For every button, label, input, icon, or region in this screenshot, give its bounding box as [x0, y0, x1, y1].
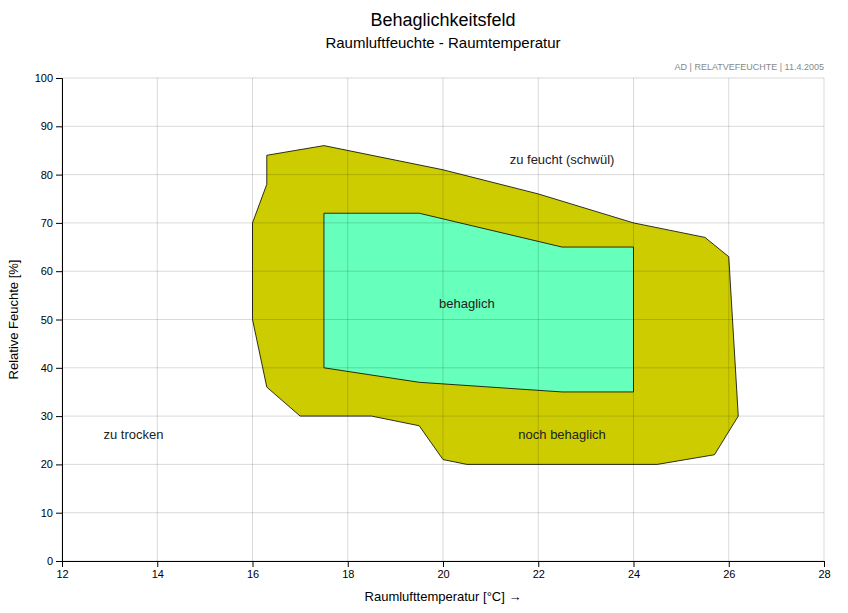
tick-label: 12 [56, 568, 68, 580]
tick: 80 [41, 169, 62, 181]
tick: 20 [41, 458, 62, 470]
y-axis-title: Relative Feuchte [%] [6, 260, 21, 380]
tick-label: 60 [41, 265, 53, 277]
tick: 26 [723, 561, 735, 580]
y-axis: 0 10 20 30 40 50 60 70 80 90 100 [35, 72, 63, 567]
tick-mark [56, 464, 62, 465]
tick: 20 [437, 561, 449, 580]
grid-line [62, 319, 824, 320]
tick-label: 14 [152, 568, 164, 580]
annotation: behaglich [439, 296, 495, 311]
tick: 28 [818, 561, 830, 580]
tick: 40 [41, 362, 62, 374]
grid [62, 78, 824, 561]
tick: 22 [533, 561, 545, 580]
title: Behaglichkeitsfeld [370, 10, 515, 30]
tick-mark [56, 320, 62, 321]
tick-label: 10 [41, 507, 53, 519]
tick-mark [729, 561, 730, 567]
grid-line [62, 78, 824, 79]
tick-mark [56, 78, 62, 79]
grid-line [62, 464, 824, 465]
grid-line [62, 126, 824, 127]
tick-mark [253, 561, 254, 567]
tick: 70 [41, 217, 62, 229]
annotation: zu feucht (schwül) [510, 152, 615, 167]
annotation: zu trocken [103, 427, 163, 442]
tick-label: 24 [628, 568, 640, 580]
tick-mark [824, 561, 825, 567]
tick-mark [157, 561, 158, 567]
tick: 10 [41, 507, 62, 519]
tick-mark [56, 416, 62, 417]
tick-mark [56, 561, 62, 562]
tick-label: 90 [41, 120, 53, 132]
tick: 60 [41, 265, 62, 277]
tick: 90 [41, 120, 62, 132]
grid-line [62, 512, 824, 513]
tick-mark [56, 271, 62, 272]
tick-label: 26 [723, 568, 735, 580]
tick: 30 [41, 410, 62, 422]
grid-line [62, 174, 824, 175]
tick-label: 18 [342, 568, 354, 580]
tick-label: 80 [41, 169, 53, 181]
tick-mark [443, 561, 444, 567]
x-axis-line [63, 562, 825, 568]
tick-mark [56, 368, 62, 369]
x-axis-title: Raumlufttemperatur [°C] → [365, 589, 522, 604]
tick-label: 50 [41, 314, 53, 326]
tick-label: 16 [247, 568, 259, 580]
grid-line [62, 367, 824, 368]
tick: 24 [628, 561, 640, 580]
tick-mark [538, 561, 539, 567]
tick: 18 [342, 561, 354, 580]
tick-label: 40 [41, 362, 53, 374]
tick: 50 [41, 314, 62, 326]
watermark: AD | RELATVEFEUCHTE | 11.4.2005 [675, 62, 824, 72]
tick: 0 [47, 555, 62, 567]
tick-label: 28 [818, 568, 830, 580]
tick-mark [56, 513, 62, 514]
tick-mark [56, 126, 62, 127]
tick-label: 30 [41, 410, 53, 422]
tick-mark [634, 561, 635, 567]
tick-label: 0 [47, 555, 53, 567]
x-axis: 12 14 16 18 20 22 24 26 28 [56, 561, 830, 580]
chart: 12 14 16 18 20 22 24 26 28 0 10 20 30 40 50 60 70 80 90 100… [0, 0, 848, 613]
tick-mark [348, 561, 349, 567]
tick-mark [56, 223, 62, 224]
grid-line [62, 271, 824, 272]
y-axis-line [56, 79, 63, 562]
tick: 14 [152, 561, 164, 580]
tick: 16 [247, 561, 259, 580]
grid-line [62, 416, 824, 417]
annotation: noch behaglich [518, 427, 605, 442]
grid-line [62, 222, 824, 223]
tick: 100 [35, 72, 62, 84]
tick-label: 20 [41, 458, 53, 470]
tick-mark [56, 175, 62, 176]
subtitle: Raumluftfeuchte - Raumtemperatur [325, 34, 560, 51]
annotations: zu feucht (schwül) behaglich noch behaglic… [103, 62, 824, 442]
tick: 12 [56, 561, 68, 580]
tick-label: 100 [35, 72, 53, 84]
tick-label: 22 [533, 568, 545, 580]
polygon [324, 213, 634, 392]
tick-label: 70 [41, 217, 53, 229]
tick-label: 20 [437, 568, 449, 580]
